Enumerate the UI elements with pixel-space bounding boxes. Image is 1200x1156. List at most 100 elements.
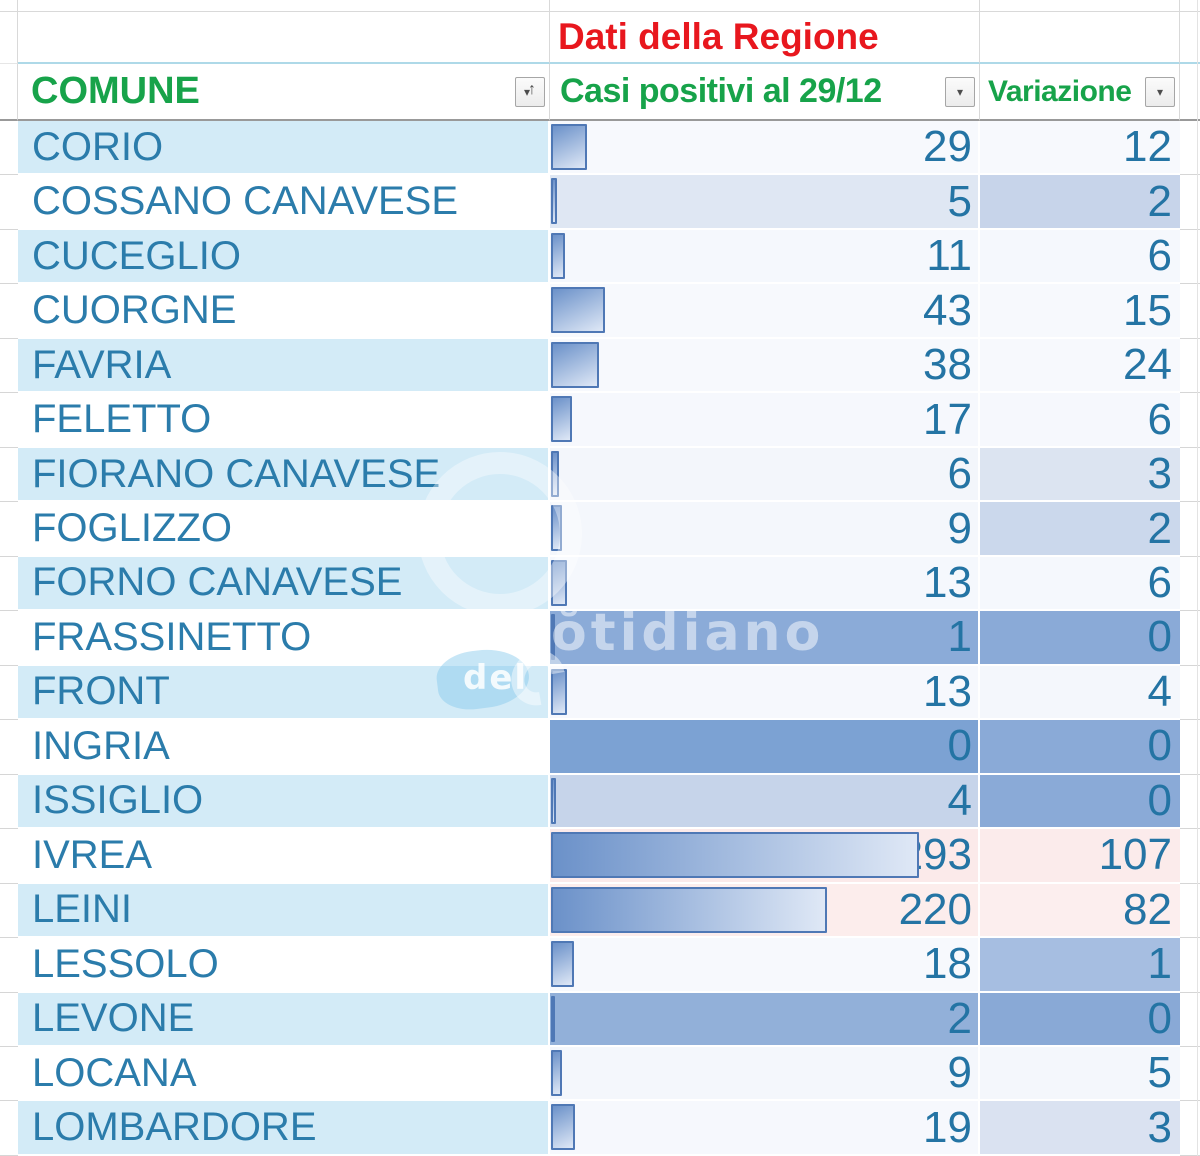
casi-cell[interactable]: 220 — [550, 883, 980, 939]
variazione-value: 3 — [1147, 449, 1172, 499]
casi-cell[interactable]: 2 — [550, 992, 980, 1047]
variazione-cell[interactable]: 2 — [980, 175, 1180, 230]
comune-cell[interactable]: IVREA — [18, 829, 550, 884]
empty-cell[interactable] — [18, 0, 550, 12]
data-bar — [551, 1104, 575, 1151]
variazione-cell[interactable]: 3 — [980, 447, 1180, 503]
comune-header-cell[interactable]: COMUNE ▾ ↑ — [18, 64, 550, 121]
variazione-cell[interactable]: 6 — [980, 556, 1180, 612]
variazione-cell[interactable]: 6 — [980, 393, 1180, 448]
banner-cell[interactable]: Dati della Regione — [550, 12, 980, 64]
gutter-cell — [1180, 665, 1200, 721]
variazione-cell[interactable]: 82 — [980, 883, 1180, 939]
casi-cell[interactable]: 9 — [550, 1046, 980, 1102]
gutter-cell — [1180, 774, 1200, 830]
casi-cell[interactable]: 11 — [550, 229, 980, 285]
casi-cell[interactable]: 13 — [550, 556, 980, 612]
casi-cell[interactable]: 19 — [550, 1101, 980, 1156]
variazione-cell[interactable]: 1 — [980, 938, 1180, 993]
variazione-cell[interactable]: 12 — [980, 121, 1180, 176]
comune-cell[interactable]: FOGLIZZO — [18, 502, 550, 557]
comune-cell[interactable]: FELETTO — [18, 393, 550, 448]
variazione-cell[interactable]: 0 — [980, 774, 1180, 830]
empty-cell[interactable] — [18, 12, 550, 64]
comune-label: LEINI — [32, 887, 133, 932]
comune-label: FRASSINETTO — [32, 614, 312, 659]
gutter-cell — [1180, 64, 1200, 121]
casi-value: 9 — [947, 1048, 972, 1098]
empty-cell[interactable] — [980, 12, 1180, 64]
gutter-cell — [1180, 338, 1200, 394]
casi-cell[interactable]: 1 — [550, 611, 980, 666]
variazione-cell[interactable]: 0 — [980, 992, 1180, 1047]
casi-cell[interactable]: 29 — [550, 121, 980, 176]
casi-cell[interactable]: 0 — [550, 720, 980, 775]
casi-cell[interactable]: 5 — [550, 175, 980, 230]
casi-cell[interactable]: 13 — [550, 665, 980, 721]
casi-cell[interactable]: 17 — [550, 393, 980, 448]
variazione-cell[interactable]: 24 — [980, 338, 1180, 394]
comune-label: ISSIGLIO — [32, 778, 204, 823]
comune-cell[interactable]: INGRIA — [18, 720, 550, 775]
table-row: INGRIA 0 0 — [0, 720, 1200, 775]
casi-filter-button[interactable]: ▾ — [945, 76, 975, 107]
comune-cell[interactable]: CORIO — [18, 121, 550, 176]
variazione-cell[interactable]: 0 — [980, 720, 1180, 775]
comune-cell[interactable]: LOMBARDORE — [18, 1101, 550, 1156]
comune-cell[interactable]: LESSOLO — [18, 938, 550, 993]
variazione-header-cell[interactable]: Variazione ▾ — [980, 64, 1180, 121]
variazione-cell[interactable]: 4 — [980, 665, 1180, 721]
gutter-cell — [0, 121, 18, 176]
casi-cell[interactable]: 38 — [550, 338, 980, 394]
comune-sort-filter-button[interactable]: ▾ ↑ — [515, 76, 545, 107]
variazione-cell[interactable]: 15 — [980, 284, 1180, 339]
casi-cell[interactable]: 9 — [550, 502, 980, 557]
casi-header-cell[interactable]: Casi positivi al 29/12 ▾ — [550, 64, 980, 121]
comune-cell[interactable]: FIORANO CANAVESE — [18, 447, 550, 503]
casi-value: 6 — [947, 449, 972, 499]
data-bar — [551, 1049, 562, 1096]
comune-cell[interactable]: FRONT — [18, 665, 550, 721]
empty-cell[interactable] — [550, 0, 980, 12]
gutter-cell — [1180, 0, 1200, 12]
comune-cell[interactable]: COSSANO CANAVESE — [18, 175, 550, 230]
variazione-cell[interactable]: 107 — [980, 829, 1180, 884]
comune-cell[interactable]: LOCANA — [18, 1046, 550, 1102]
data-bar — [551, 341, 599, 388]
casi-value: 13 — [923, 557, 972, 607]
empty-cell[interactable] — [980, 0, 1180, 12]
data-bar — [551, 886, 827, 933]
comune-cell[interactable]: ISSIGLIO — [18, 774, 550, 830]
variazione-cell[interactable]: 6 — [980, 229, 1180, 285]
variazione-cell[interactable]: 5 — [980, 1046, 1180, 1102]
table-row: CUCEGLIO 11 6 — [0, 229, 1200, 285]
variazione-cell[interactable]: 0 — [980, 611, 1180, 666]
gutter-cell — [0, 938, 18, 993]
comune-cell[interactable]: CUORGNE — [18, 284, 550, 339]
casi-cell[interactable]: 18 — [550, 938, 980, 993]
variazione-filter-button[interactable]: ▾ — [1145, 76, 1175, 107]
comune-label: COSSANO CANAVESE — [32, 179, 459, 224]
casi-value: 43 — [923, 285, 972, 335]
comune-label: FELETTO — [32, 397, 212, 442]
variazione-value: 3 — [1147, 1102, 1172, 1152]
comune-cell[interactable]: FAVRIA — [18, 338, 550, 394]
variazione-cell[interactable]: 2 — [980, 502, 1180, 557]
comune-cell[interactable]: CUCEGLIO — [18, 229, 550, 285]
comune-cell[interactable]: FRASSINETTO — [18, 611, 550, 666]
casi-cell[interactable]: 4 — [550, 774, 980, 830]
casi-value: 29 — [923, 122, 972, 172]
spacer-row — [0, 0, 1200, 12]
gutter-cell — [0, 338, 18, 394]
variazione-cell[interactable]: 3 — [980, 1101, 1180, 1156]
data-bar — [551, 287, 605, 334]
casi-cell[interactable]: 43 — [550, 284, 980, 339]
casi-cell[interactable]: 293 — [550, 829, 980, 884]
comune-cell[interactable]: FORNO CANAVESE — [18, 556, 550, 612]
gutter-cell — [0, 665, 18, 721]
casi-cell[interactable]: 6 — [550, 447, 980, 503]
comune-cell[interactable]: LEINI — [18, 883, 550, 939]
data-bar — [551, 614, 555, 661]
gutter-cell — [0, 393, 18, 448]
comune-cell[interactable]: LEVONE — [18, 992, 550, 1047]
